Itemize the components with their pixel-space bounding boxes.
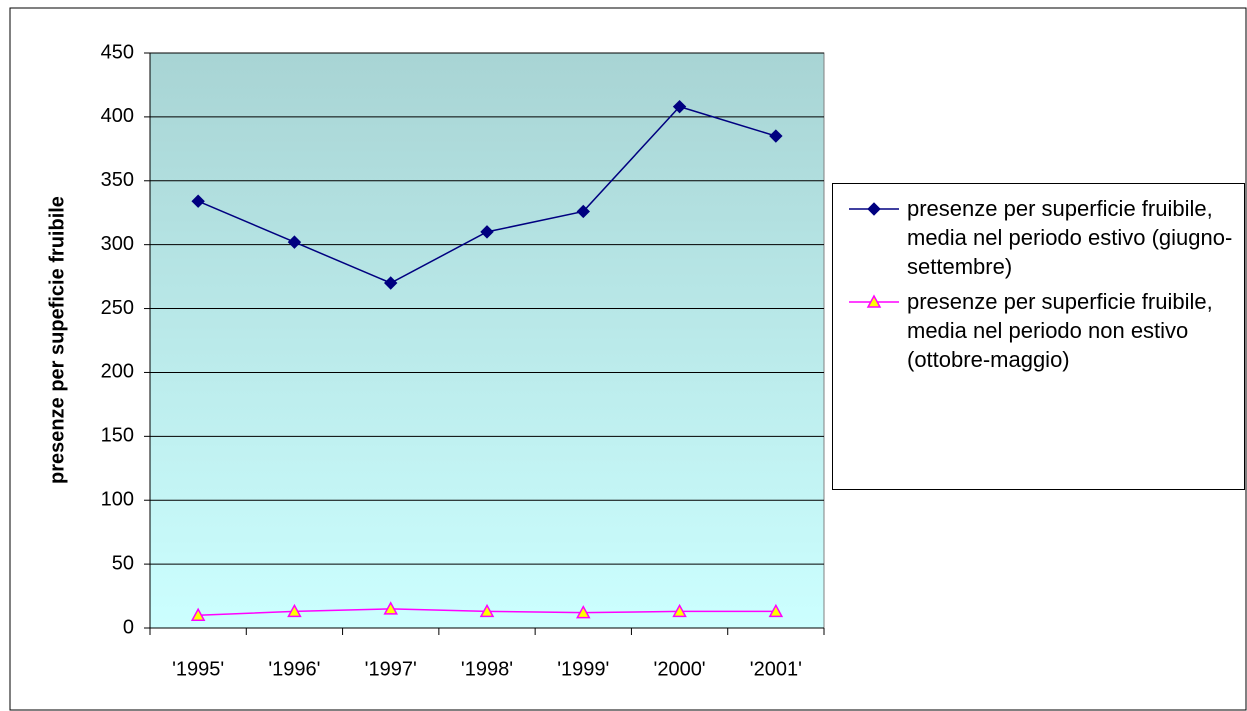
- legend-marker: [867, 202, 881, 216]
- legend-symbol: [849, 294, 899, 308]
- y-tick-label: 100: [101, 489, 134, 511]
- legend-label: presenze per superficie fruibile, media …: [907, 196, 1233, 279]
- data-point: [287, 235, 302, 249]
- data-point: [191, 194, 205, 208]
- data-point: [287, 603, 302, 618]
- data-point: [479, 603, 495, 618]
- y-tick-label: 0: [123, 616, 134, 638]
- y-tick-label: 200: [101, 361, 134, 383]
- x-tick-label: '1996': [268, 658, 320, 680]
- legend-symbol: [849, 202, 899, 216]
- data-point: [384, 276, 398, 290]
- y-tick-label: 300: [101, 233, 134, 255]
- y-tick-label: 50: [112, 552, 134, 574]
- y-tick-label: 400: [101, 105, 134, 127]
- x-tick-label: '1998': [461, 658, 513, 680]
- y-tick-label: 350: [101, 169, 134, 191]
- data-point: [383, 601, 398, 615]
- x-tick-label: '1997': [365, 658, 417, 680]
- data-point: [672, 603, 687, 618]
- data-point: [576, 204, 590, 219]
- y-tick-label: 450: [101, 41, 134, 63]
- legend: presenze per superficie fruibile, media …: [832, 183, 1245, 490]
- x-tick-label: '1995': [172, 658, 224, 680]
- legend-entry: presenze per superficie fruibile, media …: [837, 194, 1240, 281]
- y-tick-label: 150: [101, 425, 134, 447]
- y-tick-label: 250: [101, 297, 134, 319]
- data-point: [672, 99, 687, 114]
- data-point: [768, 603, 784, 618]
- legend-entry: presenze per superficie fruibile, media …: [837, 287, 1240, 374]
- legend-marker: [866, 294, 882, 308]
- data-point: [576, 605, 591, 619]
- y-axis-label: presenze per supeficie fruibile: [46, 196, 68, 484]
- x-tick-label: '2000': [654, 658, 706, 680]
- x-tick-label: '2001': [750, 658, 802, 680]
- data-point: [190, 607, 206, 621]
- x-tick-label: '1999': [557, 658, 609, 680]
- data-point: [769, 129, 783, 143]
- legend-label: presenze per superficie fruibile, media …: [907, 289, 1213, 372]
- plot-area: [149, 52, 825, 629]
- data-point: [480, 225, 494, 239]
